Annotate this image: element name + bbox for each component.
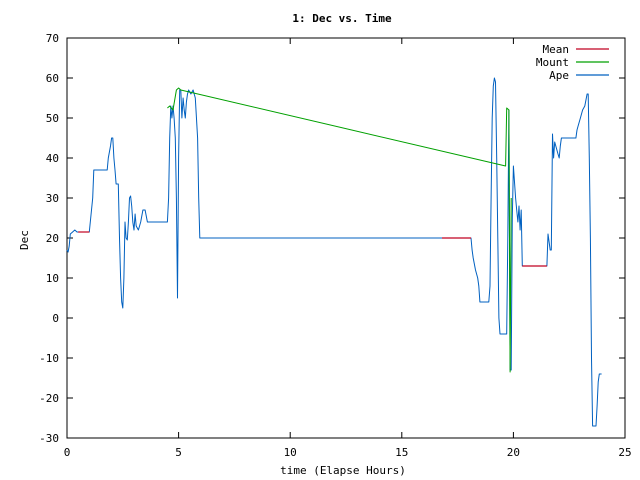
y-tick-label: 10 (46, 272, 59, 285)
y-tick-label: -20 (39, 392, 59, 405)
y-tick-label: 40 (46, 152, 59, 165)
y-axis-label: Dec (18, 230, 31, 250)
y-tick-label: 30 (46, 192, 59, 205)
y-tick-label: 50 (46, 112, 59, 125)
legend-label-ape: Ape (549, 69, 569, 82)
y-tick-label: -10 (39, 352, 59, 365)
chart-title: 1: Dec vs. Time (292, 12, 392, 25)
y-tick-label: 0 (52, 312, 59, 325)
x-tick-label: 10 (284, 446, 297, 459)
y-tick-label: 20 (46, 232, 59, 245)
x-tick-label: 0 (64, 446, 71, 459)
x-tick-label: 20 (507, 446, 520, 459)
y-tick-label: 70 (46, 32, 59, 45)
legend-label-mean: Mean (543, 43, 570, 56)
axis-ticks (66, 37, 626, 439)
y-tick-label: -30 (39, 432, 59, 445)
x-tick-label: 5 (175, 446, 182, 459)
x-tick-label: 15 (395, 446, 408, 459)
tick-labels: 0 5 10 15 20 25 -30 -20 -10 0 10 20 30 40 50 60 70 (39, 32, 632, 459)
series-mount-line (167, 87, 512, 373)
series-ape-line (66, 77, 602, 427)
series-lines (66, 77, 602, 427)
x-axis-label: time (Elapse Hours) (280, 464, 406, 477)
x-tick-label: 25 (618, 446, 631, 459)
y-tick-label: 60 (46, 72, 59, 85)
legend-label-mount: Mount (536, 56, 569, 69)
